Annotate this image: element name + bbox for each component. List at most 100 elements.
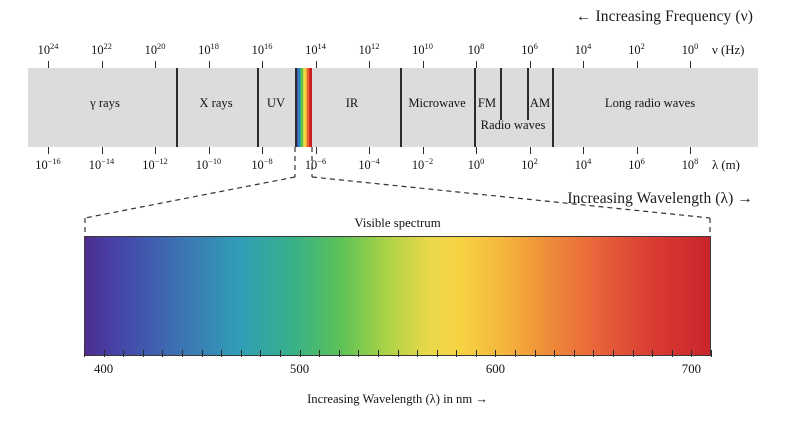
nm-minor-tick <box>534 350 536 357</box>
visible-spectrum-gradient[interactable] <box>84 236 711 356</box>
nm-minor-tick <box>397 350 399 357</box>
nm-minor-tick <box>221 350 223 357</box>
wavelength-tick-label: 104 <box>574 157 592 173</box>
frequency-tick-label: 100 <box>681 42 699 58</box>
em-spectrum-bar: γ rays X rays UV IR Microwave FM AM Radio waves… <box>28 68 758 147</box>
wavelength-tick <box>369 147 371 154</box>
nm-minor-tick <box>632 350 634 357</box>
frequency-tick <box>262 61 264 68</box>
wavelength-tick <box>48 147 50 154</box>
increasing-frequency-header: ← Increasing Frequency (ν) <box>575 8 753 25</box>
visible-sliver[interactable] <box>295 68 313 147</box>
frequency-tick <box>583 61 585 68</box>
band-label-infrared: IR <box>345 96 359 110</box>
visible-sliver-band <box>299 68 302 147</box>
nm-minor-tick <box>593 350 595 357</box>
wavelength-tick-label: 10−14 <box>88 157 115 173</box>
band-label-am: AM <box>529 96 551 110</box>
nm-minor-tick <box>436 350 438 357</box>
nm-minor-tick <box>181 350 183 357</box>
band-divider <box>527 68 529 120</box>
nm-minor-tick <box>711 350 712 357</box>
nm-minor-tick <box>162 350 164 357</box>
nm-minor-tick <box>279 350 281 357</box>
nm-minor-tick <box>358 350 360 357</box>
nm-minor-tick <box>652 350 654 357</box>
frequency-tick <box>155 61 157 68</box>
frequency-tick <box>690 61 692 68</box>
nm-minor-tick <box>142 350 144 357</box>
visible-sliver-band <box>308 68 311 147</box>
frequency-tick <box>529 61 531 68</box>
wavelength-tick-label: 10−2 <box>411 157 434 173</box>
wavelength-tick <box>315 147 317 154</box>
frequency-axis: 1024 1022 1020 1018 1016 1014 1012 1010 108 106 10… <box>0 40 787 68</box>
frequency-tick-label: 1020 <box>144 42 166 58</box>
frequency-tick-label: 106 <box>521 42 538 58</box>
band-label-long-radio-waves: Long radio waves <box>604 96 696 110</box>
wavelength-tick <box>583 147 585 154</box>
visible-sliver-band <box>298 68 301 147</box>
nm-minor-tick <box>417 350 419 357</box>
nm-minor-tick <box>671 350 673 357</box>
nm-minor-tick <box>613 350 615 357</box>
wavelength-tick-label: 10−4 <box>358 157 380 173</box>
frequency-tick-label: 1010 <box>412 42 433 58</box>
nm-tick-label: 400 <box>93 362 114 376</box>
nm-minor-tick <box>377 350 379 357</box>
nm-minor-tick <box>260 350 262 357</box>
wavelength-tick-label: 10−8 <box>251 157 273 173</box>
frequency-tick-label: 1022 <box>91 42 112 58</box>
wavelength-tick-label: 108 <box>681 157 699 173</box>
frequency-tick <box>369 61 371 68</box>
nm-minor-tick <box>240 350 242 357</box>
wavelength-tick <box>422 147 424 154</box>
band-divider <box>552 68 554 147</box>
visible-spectrum-title: Visible spectrum <box>354 216 441 230</box>
visible-sliver-band <box>305 68 308 147</box>
nm-minor-tick <box>338 350 340 357</box>
band-label-fm: FM <box>477 96 497 110</box>
visible-sliver-band <box>296 68 299 147</box>
band-divider <box>176 68 178 147</box>
nm-minor-tick <box>319 350 321 357</box>
nm-minor-tick <box>299 350 301 357</box>
frequency-tick-label: 1018 <box>198 42 219 58</box>
nm-minor-tick <box>691 350 693 357</box>
nm-minor-tick <box>554 350 556 357</box>
visible-sliver-band <box>307 68 310 147</box>
increasing-wavelength-header: Increasing Wavelength (λ) → <box>567 190 753 207</box>
wavelength-tick <box>101 147 103 154</box>
nm-minor-tick <box>495 350 497 357</box>
nm-tick-label: 500 <box>289 362 310 376</box>
visible-sliver-band <box>301 68 304 147</box>
wavelength-tick <box>636 147 638 154</box>
wavelength-tick-label: 10−12 <box>142 157 168 173</box>
band-label-microwave: Microwave <box>408 96 466 110</box>
visible-sliver-band <box>302 68 305 147</box>
frequency-tick <box>315 61 317 68</box>
frequency-tick-label: 1024 <box>37 42 59 58</box>
band-divider <box>295 68 297 147</box>
band-divider <box>400 68 402 147</box>
frequency-tick <box>208 61 210 68</box>
nm-minor-tick <box>103 350 105 357</box>
frequency-tick <box>422 61 424 68</box>
wavelength-tick <box>529 147 531 154</box>
wavelength-tick-label: 10−10 <box>195 157 222 173</box>
band-divider <box>257 68 259 147</box>
wavelength-tick <box>208 147 210 154</box>
nm-minor-tick <box>84 350 85 357</box>
nm-minor-tick <box>201 350 203 357</box>
frequency-tick-label: 104 <box>574 42 592 58</box>
wavelength-tick <box>690 147 692 154</box>
frequency-tick-label: 102 <box>628 42 645 58</box>
wavelength-axis-unit: λ (m) <box>712 158 740 172</box>
wavelength-tick <box>262 147 264 154</box>
wavelength-tick-label: 100 <box>467 157 485 173</box>
band-label-ultraviolet: UV <box>266 96 286 110</box>
wavelength-tick-label: 106 <box>628 157 645 173</box>
nm-tick-label: 700 <box>681 362 702 376</box>
wavelength-tick <box>155 147 157 154</box>
